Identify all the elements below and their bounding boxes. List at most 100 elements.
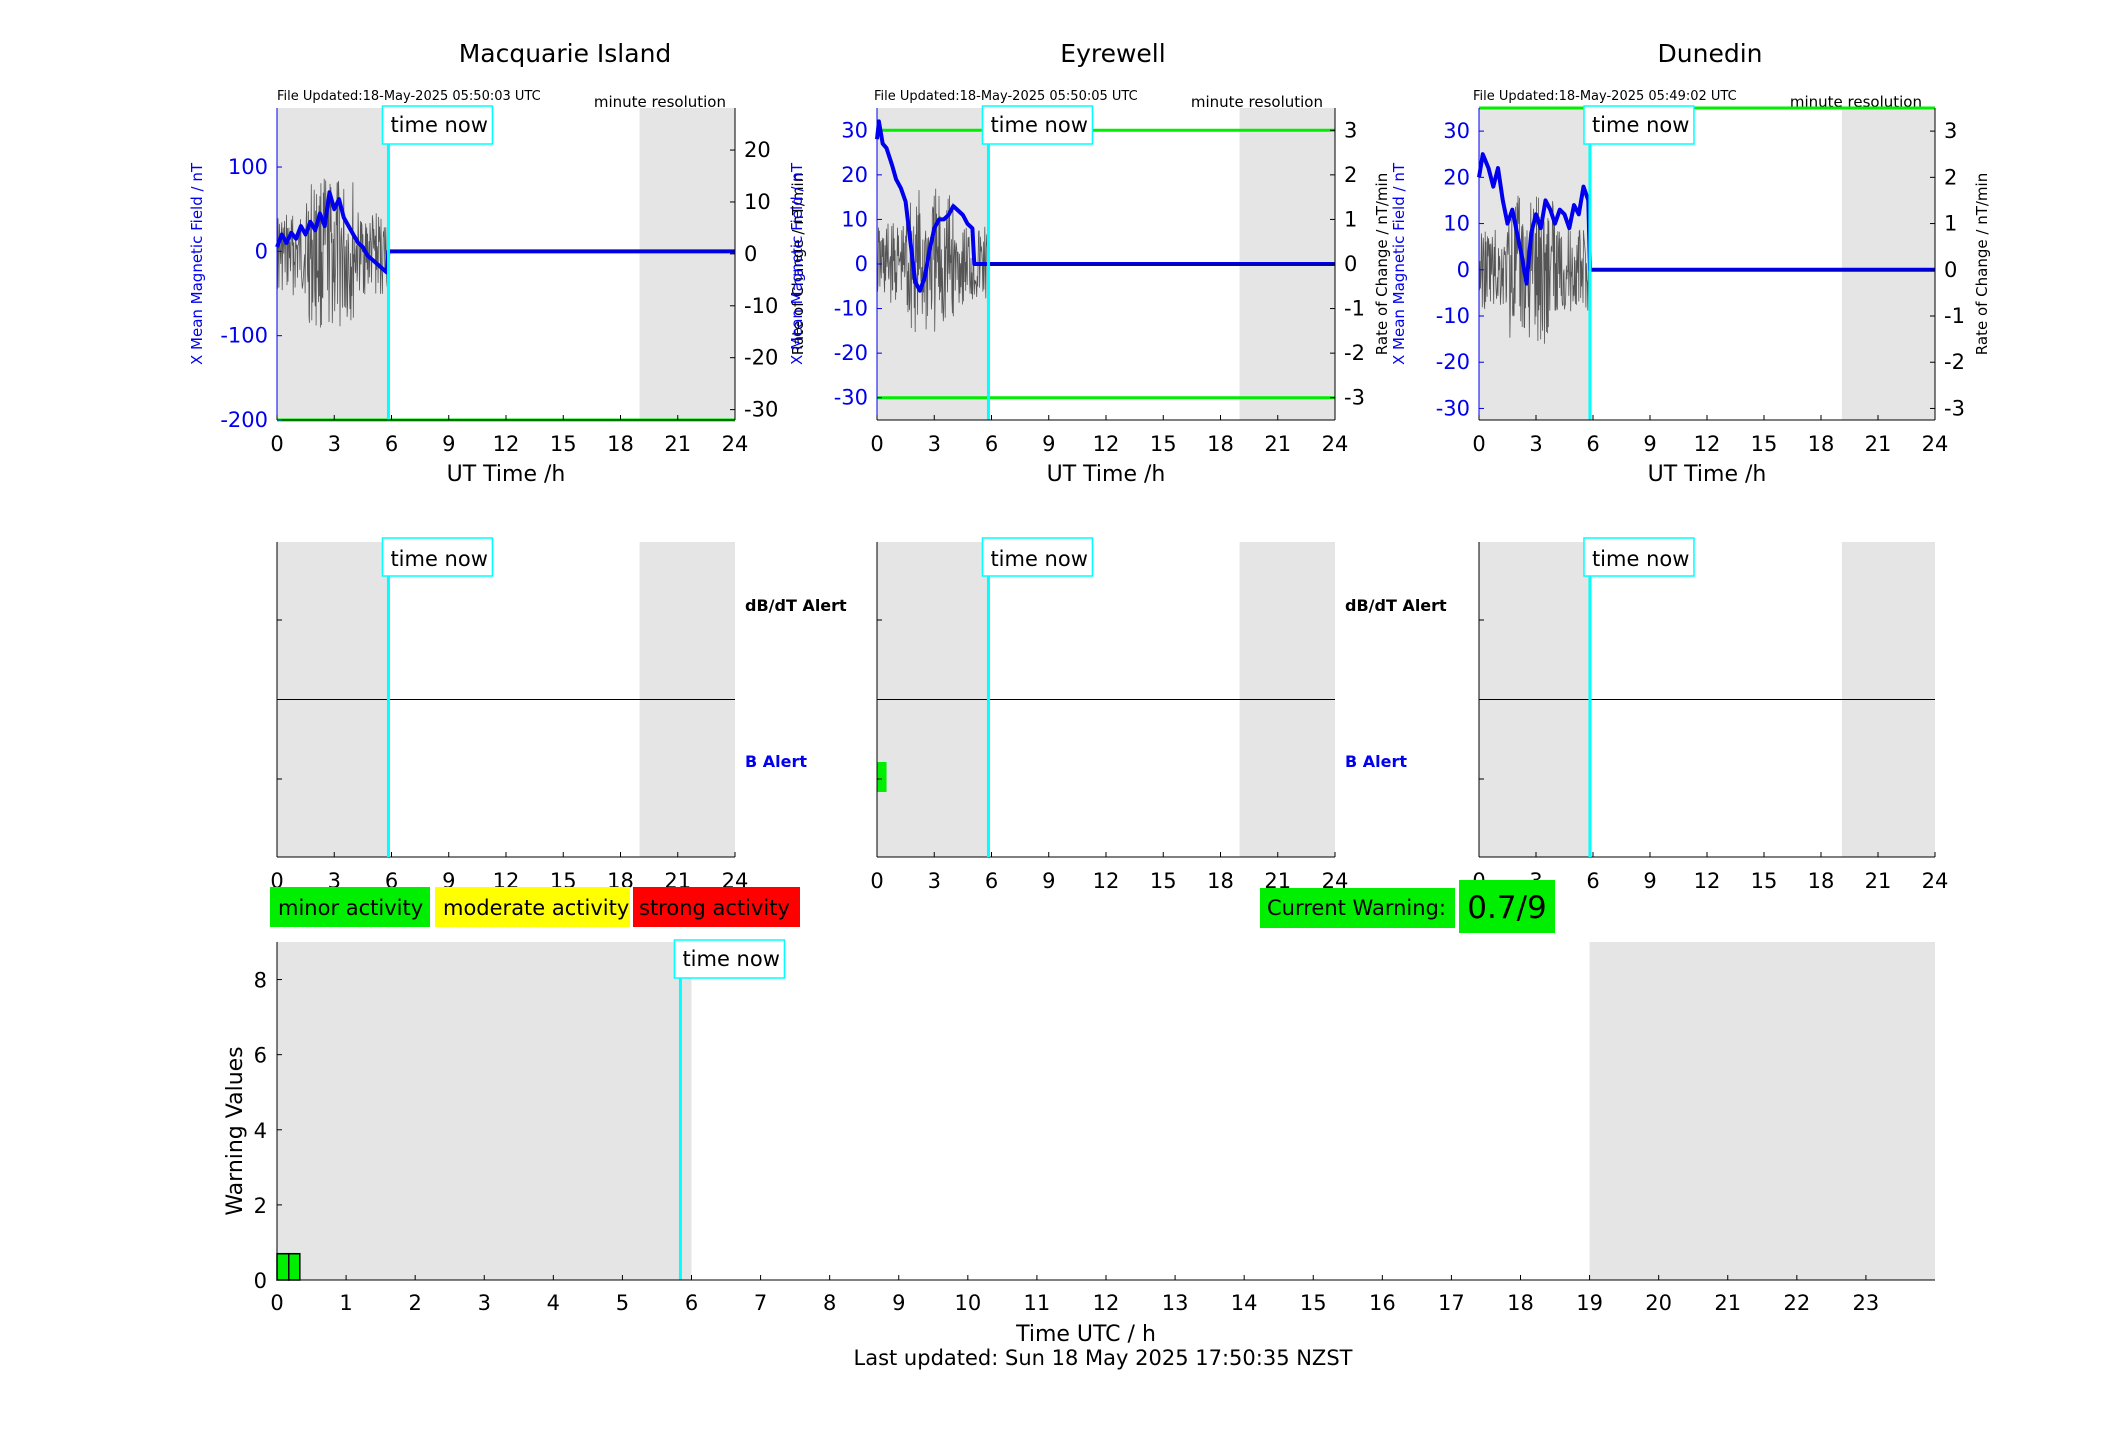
night-shade <box>1589 942 1935 1280</box>
right-tick-label: 3 <box>1344 118 1357 142</box>
x-tick-label: 18 <box>1207 869 1234 893</box>
time-now-label: time now <box>990 547 1087 571</box>
current-warning-value: 0.7/9 <box>1467 890 1546 926</box>
activity-legend: minor activity moderate activity strong … <box>270 887 800 927</box>
x-tick-label: 0 <box>870 432 883 456</box>
x-tick-label: 20 <box>1645 1291 1672 1315</box>
x-tick-label: 16 <box>1369 1291 1396 1315</box>
x-tick-label: 0 <box>1472 432 1485 456</box>
x-tick-label: 6 <box>985 869 998 893</box>
b-alert-label: B Alert <box>745 752 807 771</box>
right-tick-label: 10 <box>744 190 771 214</box>
left-tick-label: 10 <box>1443 212 1470 236</box>
rate-of-change-trace <box>876 188 989 333</box>
current-warning-box: Current Warning: 0.7/9 <box>1260 880 1555 933</box>
right-tick-label: -30 <box>744 398 778 422</box>
x-tick-label: 21 <box>1714 1291 1741 1315</box>
x-tick-label: 24 <box>1922 869 1949 893</box>
x-tick-label: 12 <box>1694 869 1721 893</box>
x-tick-label: 19 <box>1576 1291 1603 1315</box>
left-tick-label: 30 <box>1443 119 1470 143</box>
x-tick-label: 21 <box>1865 869 1892 893</box>
left-tick-label: -200 <box>220 408 268 432</box>
x-axis-label: UT Time /h <box>1047 462 1166 487</box>
x-tick-label: 12 <box>1694 432 1721 456</box>
x-tick-label: 10 <box>954 1291 981 1315</box>
right-axis-label: Rate of Change / nT/min <box>789 173 807 355</box>
left-tick-label: 100 <box>228 155 268 179</box>
left-axis-label: X Mean Magnetic Field / nT <box>188 162 206 365</box>
y-tick-label: 4 <box>254 1119 267 1143</box>
x-tick-label: 18 <box>1808 432 1835 456</box>
x-tick-label: 3 <box>328 432 341 456</box>
right-tick-label: -20 <box>744 346 778 370</box>
left-tick-label: -10 <box>1436 304 1470 328</box>
right-tick-label: 2 <box>1944 165 1957 189</box>
left-tick-label: 20 <box>841 163 868 187</box>
right-tick-label: 1 <box>1944 212 1957 236</box>
x-tick-label: 18 <box>607 432 634 456</box>
x-tick-label: 18 <box>1507 1291 1534 1315</box>
x-tick-label: 12 <box>1093 432 1120 456</box>
time-now-box <box>1583 105 1695 145</box>
x-tick-label: 9 <box>1643 432 1656 456</box>
time-now-label: time now <box>682 947 779 971</box>
b-alert-bar <box>877 762 887 792</box>
y-tick-label: 2 <box>254 1194 267 1218</box>
x-tick-label: 9 <box>1643 869 1656 893</box>
right-tick-label: 3 <box>1944 119 1957 143</box>
time-now-label: time now <box>990 113 1087 137</box>
right-tick-label: 0 <box>1344 252 1357 276</box>
right-axis-label: Rate of Change / nT/min <box>1973 173 1991 355</box>
left-tick-label: 0 <box>1457 258 1470 282</box>
left-tick-label: -30 <box>834 386 868 410</box>
x-tick-label: 13 <box>1162 1291 1189 1315</box>
time-now-label: time now <box>1592 113 1689 137</box>
b-alert-label: B Alert <box>1345 752 1407 771</box>
x-tick-label: 15 <box>1751 432 1778 456</box>
right-tick-label: -1 <box>1944 304 1965 328</box>
right-tick-label: 2 <box>1344 163 1357 187</box>
left-axis-label: X Mean Magnetic Field / nT <box>788 162 806 365</box>
x-tick-label: 14 <box>1231 1291 1258 1315</box>
x-tick-label: 0 <box>270 1291 283 1315</box>
left-tick-label: -100 <box>220 324 268 348</box>
x-tick-label: 21 <box>1865 432 1892 456</box>
y-tick-label: 8 <box>254 969 267 993</box>
left-tick-label: 20 <box>1443 165 1470 189</box>
x-tick-label: 23 <box>1853 1291 1880 1315</box>
x-tick-label: 9 <box>1042 869 1055 893</box>
right-tick-label: 0 <box>744 242 757 266</box>
right-tick-label: -3 <box>1344 386 1365 410</box>
file-updated-eyrewell: File Updated:18-May-2025 05:50:05 UTC <box>874 89 1138 104</box>
current-warning-label-box <box>1260 888 1455 928</box>
x-tick-label: 11 <box>1024 1291 1051 1315</box>
x-tick-label: 12 <box>1093 869 1120 893</box>
x-tick-label: 24 <box>1322 432 1349 456</box>
right-tick-label: -2 <box>1944 350 1965 374</box>
x-tick-label: 15 <box>1300 1291 1327 1315</box>
night-shade <box>277 942 692 1280</box>
x-tick-label: 3 <box>928 869 941 893</box>
left-tick-label: -20 <box>1436 350 1470 374</box>
warning-bar <box>276 1252 290 1281</box>
x-tick-label: 24 <box>722 432 749 456</box>
file-updated-macquarie: File Updated:18-May-2025 05:50:03 UTC <box>277 89 541 104</box>
x-tick-label: 6 <box>685 1291 698 1315</box>
footer-last-updated: Last updated: Sun 18 May 2025 17:50:35 N… <box>854 1346 1353 1370</box>
strong-activity-label: strong activity <box>639 896 790 920</box>
x-tick-label: 15 <box>1150 432 1177 456</box>
time-now-box <box>981 105 1094 145</box>
station-title-macquarie: Macquarie Island <box>459 39 672 68</box>
right-tick-label: 20 <box>744 138 771 162</box>
warning-bar <box>287 1252 301 1281</box>
x-tick-label: 12 <box>493 432 520 456</box>
time-now-box <box>1583 537 1695 577</box>
x-tick-label: 9 <box>892 1291 905 1315</box>
y-tick-label: 6 <box>254 1044 267 1068</box>
